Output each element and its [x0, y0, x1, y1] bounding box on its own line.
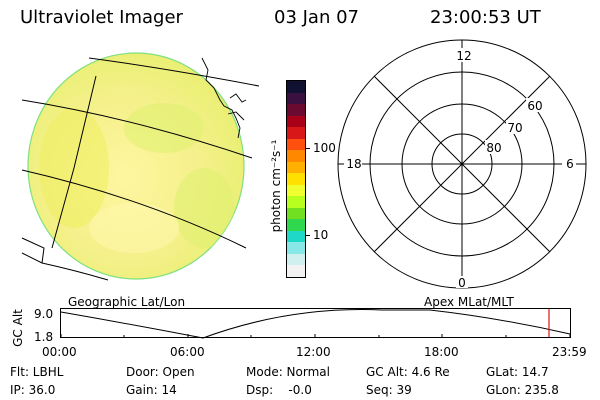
uv-image-panel	[21, 52, 260, 281]
polar-label-0: 0	[458, 276, 466, 290]
colorbar-band	[287, 138, 305, 151]
timeline-xtick-1800: 18:00	[424, 345, 459, 359]
info-glon: GLon: 235.8	[486, 383, 559, 397]
colorbar-band	[287, 230, 305, 243]
info-glat: GLat: 14.7	[486, 365, 549, 379]
colorbar-band	[287, 173, 305, 185]
colorbar-band	[287, 207, 305, 220]
timeline-axis-label: GC Alt	[11, 309, 25, 347]
colorbar	[286, 80, 306, 278]
timeline-xtick-1200: 12:00	[296, 345, 331, 359]
timeline-frame	[60, 308, 571, 338]
time-label: 23:00:53 UT	[430, 7, 541, 28]
colorbar-band	[287, 150, 305, 162]
timeline-xtick-0600: 06:00	[170, 345, 205, 359]
timeline-ytick-bottom: 1.8	[34, 330, 54, 344]
polar-label-18: 18	[346, 157, 361, 171]
date-label: 03 Jan 07	[274, 7, 359, 28]
colorbar-band	[287, 104, 305, 116]
colorbar-band	[287, 184, 305, 197]
colorbar-tick-100: 100	[313, 141, 336, 155]
colorbar-band	[287, 161, 305, 174]
info-dsp: Dsp: -0.0	[246, 383, 312, 397]
polar-plot: 12 18 6 0 60 70 80	[337, 39, 587, 290]
info-gc-alt: GC Alt: 4.6 Re	[366, 365, 450, 379]
info-ip: IP: 36.0	[10, 383, 56, 397]
colorbar-band	[287, 253, 305, 266]
colorbar-band	[287, 92, 305, 105]
polar-label-lat-80: 80	[486, 141, 501, 155]
info-gain: Gain: 14	[126, 383, 177, 397]
info-seq: Seq: 39	[366, 383, 412, 397]
timeline-xtick-2359: 23:59	[552, 345, 587, 359]
colorbar-band	[287, 127, 305, 139]
colorbar-band	[287, 81, 305, 93]
colorbar-band	[287, 115, 305, 128]
timeline-right-label: Apex MLat/MLT	[424, 295, 514, 309]
info-mode: Mode: Normal	[246, 365, 330, 379]
colorbar-tick-mark-10	[306, 235, 310, 236]
info-door: Door: Open	[126, 365, 195, 379]
instrument-title: Ultraviolet Imager	[20, 7, 183, 28]
timeline-altitude-curve	[60, 309, 571, 339]
info-flt: Flt: LBHL	[10, 365, 64, 379]
polar-diag-2	[373, 75, 551, 253]
colorbar-band	[287, 242, 305, 254]
polar-label-lat-70: 70	[507, 121, 522, 135]
polar-label-12: 12	[456, 49, 471, 63]
timeline-xtick-0000: 00:00	[42, 345, 77, 359]
polar-label-6: 6	[566, 157, 574, 171]
timeline-plot	[60, 308, 571, 339]
colorbar-tick-10: 10	[313, 228, 329, 242]
colorbar-tick-mark-100	[306, 148, 310, 149]
geo-grid-lines	[21, 57, 260, 281]
polar-label-lat-60: 60	[527, 99, 542, 113]
colorbar-band	[287, 265, 305, 277]
colorbar-band	[287, 219, 305, 231]
colorbar-band	[287, 196, 305, 208]
colorbar-label: photon cm⁻²s⁻¹	[269, 139, 283, 233]
coastline	[201, 57, 241, 139]
timeline-left-label: Geographic Lat/Lon	[68, 295, 186, 309]
timeline-ytick-top: 9.0	[34, 307, 54, 321]
